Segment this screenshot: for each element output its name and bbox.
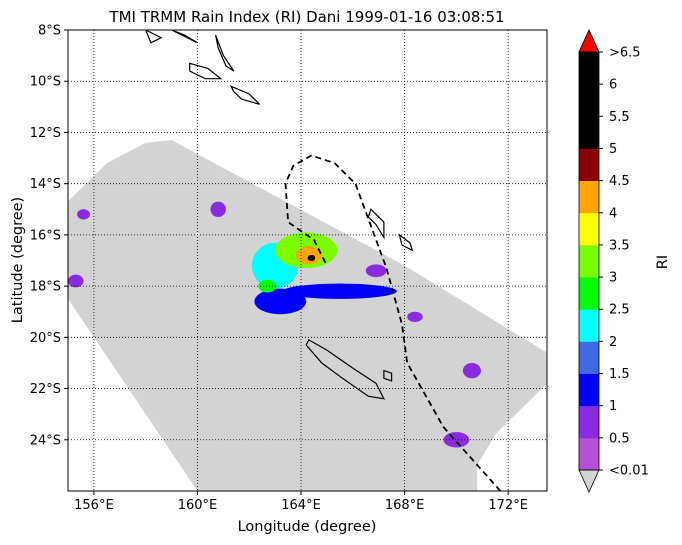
colorbar-tick-label: >6.5 xyxy=(609,46,641,61)
y-tick-label: 16°S xyxy=(30,228,61,243)
rain-cell xyxy=(443,432,470,448)
colorbar-tick-label: 2.5 xyxy=(609,303,630,318)
x-tick-label: 164°E xyxy=(281,498,321,513)
island-outline xyxy=(215,34,235,72)
colorbar-tick-label: 2 xyxy=(609,335,617,350)
colorbar-segment xyxy=(579,116,599,149)
colorbar-tick-label: 5.5 xyxy=(609,110,630,125)
y-tick-label: 10°S xyxy=(30,75,61,90)
colorbar-tick-label: 4.5 xyxy=(609,174,630,189)
storm-track-line xyxy=(284,154,502,491)
colorbar-tick-label: <0.01 xyxy=(609,464,649,479)
x-tick-label: 168°E xyxy=(385,498,425,513)
colorbar-tick-label: 6 xyxy=(609,78,617,93)
rain-cell xyxy=(295,246,322,265)
colorbar-tick-label: 3 xyxy=(609,271,617,286)
island-outline xyxy=(171,30,198,44)
colorbar-under-arrow xyxy=(578,469,600,493)
colorbar-tick-label: 0.5 xyxy=(609,431,630,446)
y-tick-label: 22°S xyxy=(30,382,61,397)
plot-frame xyxy=(67,29,548,492)
colorbar-segment xyxy=(579,405,599,439)
rain-cell xyxy=(210,201,226,217)
x-axis-label: Longitude (degree) xyxy=(238,519,377,535)
y-tick-label: 14°S xyxy=(30,177,61,192)
rain-cell xyxy=(258,279,277,293)
colorbar-segment xyxy=(579,84,599,117)
colorbar-segment xyxy=(579,212,599,246)
colorbar-segment xyxy=(579,277,599,310)
rain-cell xyxy=(254,288,307,315)
colorbar-tick-label: 4 xyxy=(609,206,617,221)
rain-cell xyxy=(407,311,423,322)
colorbar-tick-label: 1.5 xyxy=(609,367,630,382)
rain-cell xyxy=(365,264,387,278)
chart-title: TMI TRMM Rain Index (RI) Dani 1999-01-16… xyxy=(108,8,504,26)
x-tick-label: 160°E xyxy=(178,498,218,513)
coastlines xyxy=(145,30,414,400)
colorbar: <0.01 0.5 1 1.5 2 2.5 3 3.5 4 4.5 5 5.5 6 >6.5 xyxy=(578,29,649,493)
rain-cell xyxy=(68,274,84,288)
y-tick-label: 18°S xyxy=(30,280,61,295)
colorbar-segment xyxy=(579,437,599,471)
colorbar-label: RI xyxy=(655,255,671,269)
y-axis-ticks: 8°S 10°S 12°S 14°S 16°S 18°S 20°S 22°S 24°S xyxy=(30,24,68,448)
rain-cell xyxy=(462,362,481,379)
y-tick-label: 12°S xyxy=(30,126,61,141)
rain-cell xyxy=(282,283,397,299)
x-tick-label: 156°E xyxy=(74,498,114,513)
island-outline xyxy=(367,208,385,240)
colorbar-segment xyxy=(579,309,599,342)
colorbar-segment xyxy=(579,180,599,214)
island-outline xyxy=(145,30,163,44)
y-tick-label: 20°S xyxy=(30,331,61,346)
rain-cell xyxy=(307,254,316,262)
island-outline xyxy=(383,369,393,382)
x-axis-ticks: 156°E 160°E 164°E 168°E 172°E xyxy=(74,491,528,513)
island-outline xyxy=(229,85,261,105)
colorbar-tick-label: 1 xyxy=(609,399,617,414)
colorbar-segment xyxy=(579,244,599,278)
island-outline xyxy=(398,233,414,252)
island-outline xyxy=(305,339,385,400)
colorbar-tick-label: 5 xyxy=(609,142,617,157)
y-axis-label: Latitude (degree) xyxy=(10,197,26,323)
island-outline xyxy=(189,62,223,80)
colorbar-tick-label: 3.5 xyxy=(609,238,630,253)
colorbar-segment xyxy=(579,373,599,407)
y-tick-label: 24°S xyxy=(30,433,61,448)
colorbar-frame xyxy=(578,51,600,471)
satellite-swath xyxy=(68,140,547,491)
colorbar-over-arrow xyxy=(578,29,600,53)
colorbar-segment xyxy=(579,52,599,85)
x-tick-label: 172°E xyxy=(488,498,528,513)
rain-layer xyxy=(68,201,481,448)
y-tick-label: 8°S xyxy=(38,24,61,39)
rain-cell xyxy=(77,209,91,220)
colorbar-segment xyxy=(579,148,599,182)
map-plot-area xyxy=(67,29,548,492)
gridlines xyxy=(68,30,547,491)
colorbar-segment xyxy=(579,341,599,374)
